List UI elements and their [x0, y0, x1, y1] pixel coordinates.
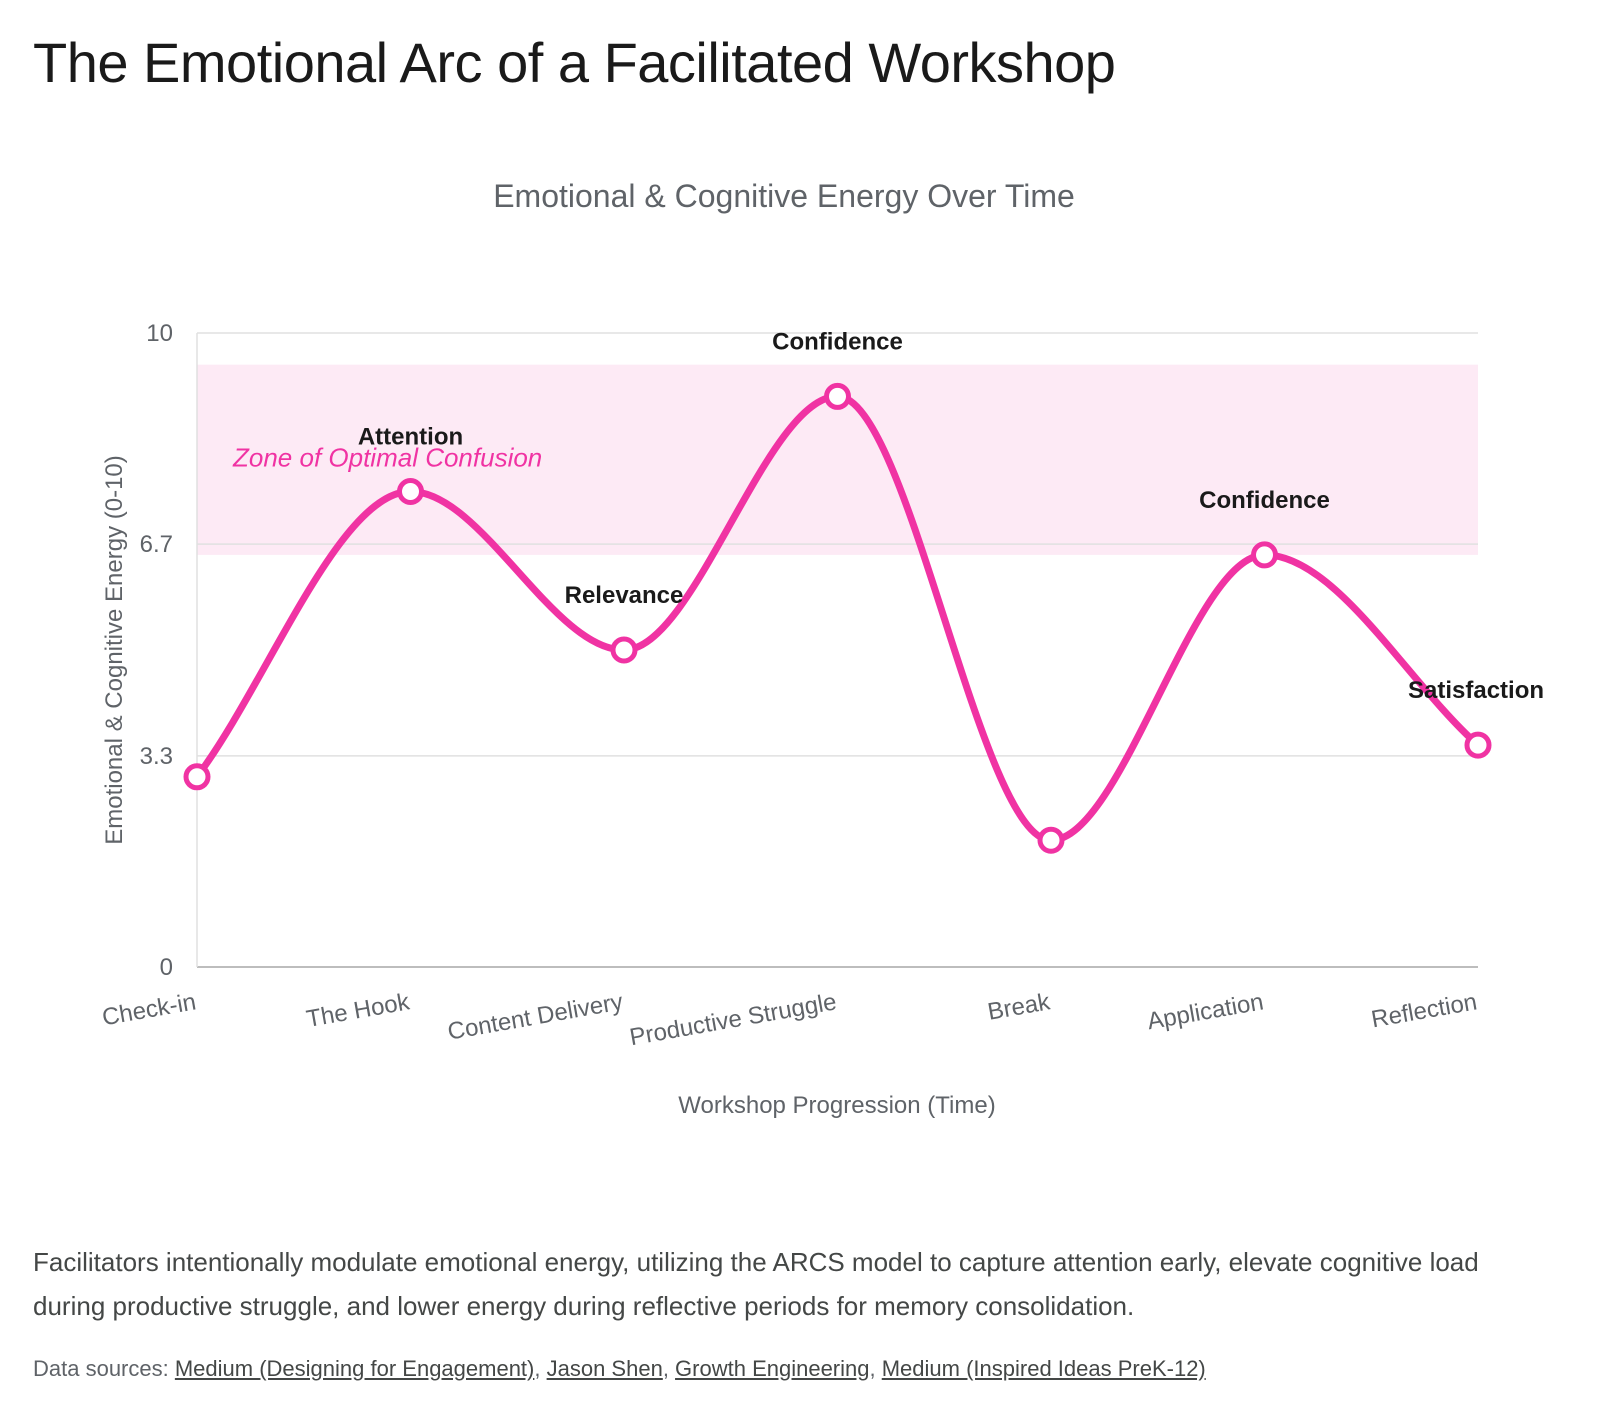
source-link-jason-shen[interactable]: Jason Shen	[546, 1356, 663, 1381]
chart-container: Emotional & Cognitive Energy Over Time 0 3…	[0, 150, 1600, 1150]
y-axis-title: Emotional & Cognitive Energy (0-10)	[101, 455, 128, 845]
x-tick-label: Check-in	[100, 988, 198, 1031]
data-point	[397, 478, 424, 505]
x-tick-label: The Hook	[304, 988, 412, 1033]
point-annotation: Confidence	[772, 328, 903, 355]
band-label: Zone of Optimal Confusion	[232, 443, 542, 473]
data-sources: Data sources: Medium (Designing for Enga…	[33, 1356, 1206, 1381]
x-tick-label: Application	[1145, 988, 1265, 1035]
y-tick-label: 10	[146, 320, 173, 347]
data-point	[1037, 826, 1065, 854]
data-point	[610, 636, 638, 664]
source-link-medium-engagement[interactable]: Medium (Designing for Engagement)	[174, 1356, 535, 1381]
source-link-growth-engineering[interactable]: Growth Engineering	[675, 1356, 870, 1381]
data-point	[824, 382, 851, 410]
data-point	[183, 763, 211, 791]
page-title: The Emotional Arc of a Facilitated Works…	[33, 31, 1116, 94]
x-axis-title: Workshop Progression (Time)	[678, 1092, 995, 1119]
chart-title: Emotional & Cognitive Energy Over Time	[493, 178, 1075, 214]
data-point	[1251, 541, 1278, 569]
x-tick-label: Reflection	[1369, 988, 1479, 1033]
x-tick-label: Productive Struggle	[628, 988, 839, 1051]
x-tick-label: Break	[986, 988, 1053, 1026]
source-link-medium-inspired-ideas[interactable]: Medium (Inspired Ideas PreK-12)	[881, 1356, 1206, 1381]
y-tick-label: 0	[160, 954, 173, 981]
point-annotation: Relevance	[565, 582, 684, 609]
point-annotation: Attention	[358, 424, 463, 451]
sources-label: Data sources:	[33, 1356, 169, 1381]
line-chart: Emotional & Cognitive Energy Over Time 0 3…	[100, 178, 1544, 1119]
data-point	[1464, 731, 1492, 759]
chart-caption: Facilitators intentionally modulate emot…	[33, 1247, 1479, 1321]
y-tick-label: 3.3	[140, 743, 173, 770]
point-annotation: Satisfaction	[1408, 677, 1544, 704]
point-annotation: Confidence	[1199, 487, 1330, 514]
x-tick-label: Content Delivery	[446, 988, 625, 1045]
y-tick-label: 6.7	[140, 531, 173, 558]
